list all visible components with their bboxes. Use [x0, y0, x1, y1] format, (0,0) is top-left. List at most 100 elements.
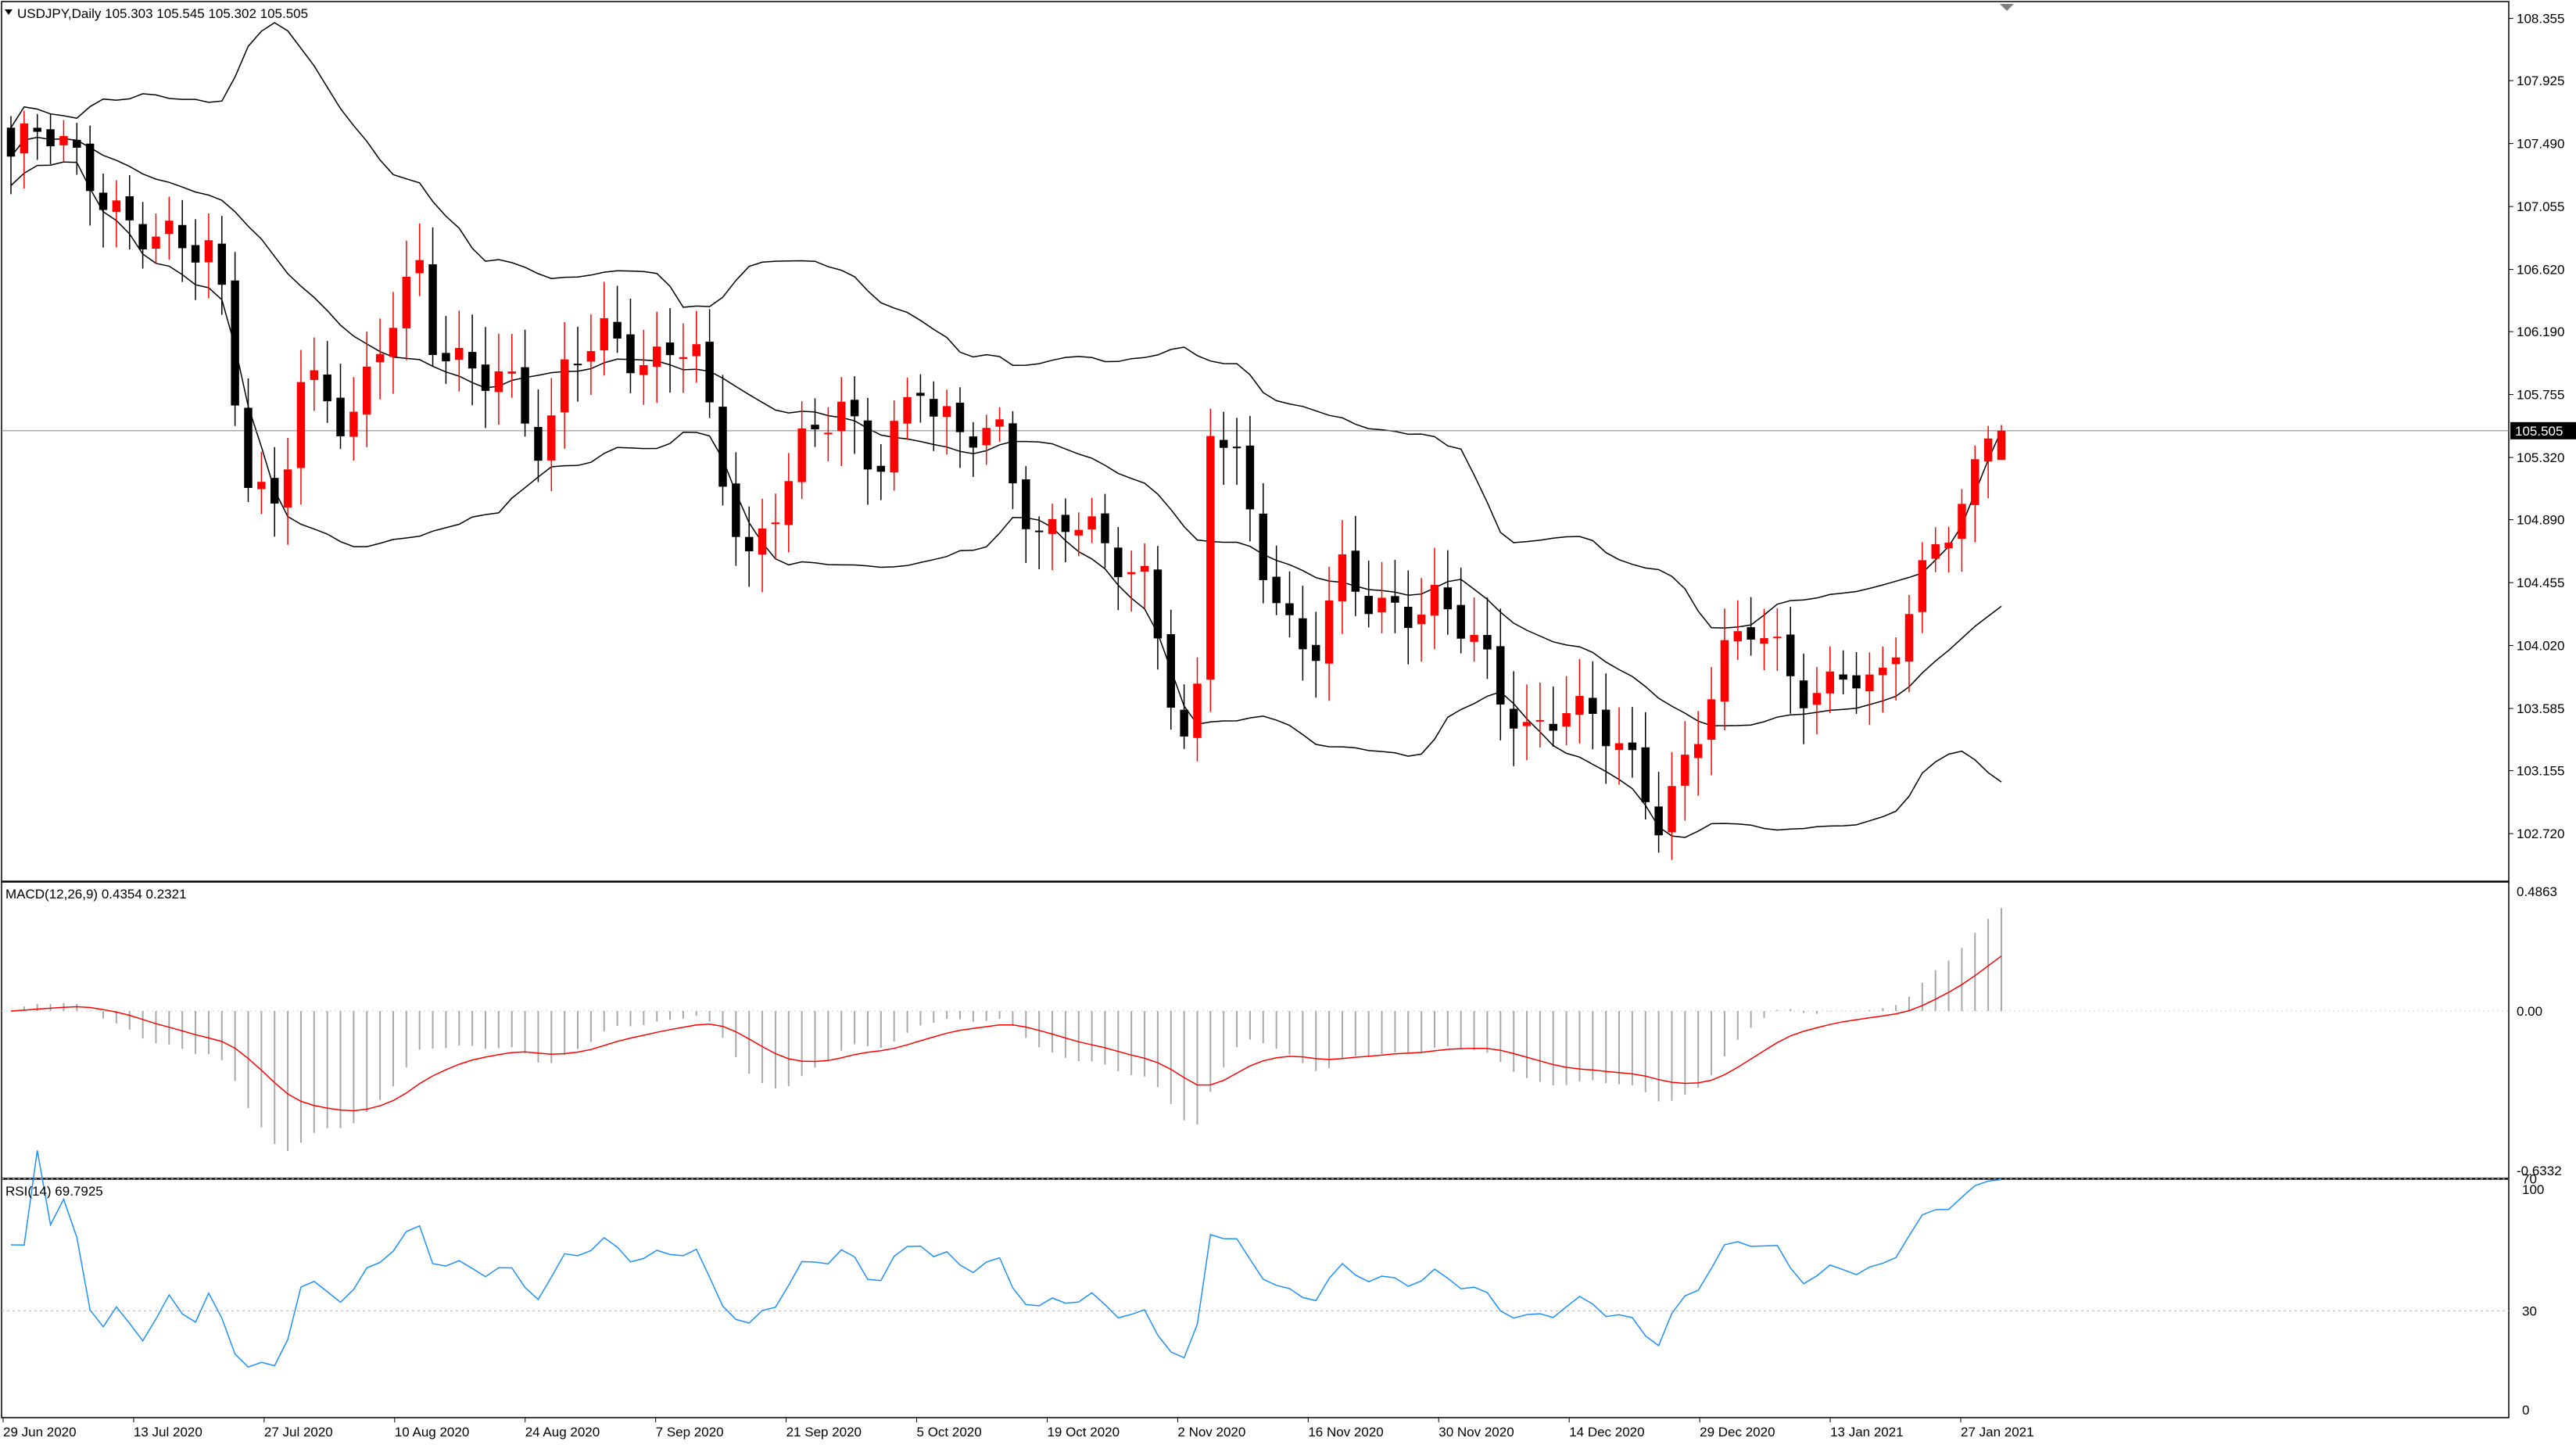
candle-body[interactable]	[1944, 543, 1953, 549]
candle-body[interactable]	[415, 260, 424, 274]
candle-body[interactable]	[310, 370, 319, 380]
candle-body[interactable]	[468, 352, 477, 369]
candle-body[interactable]	[217, 243, 227, 285]
candle-body[interactable]	[1614, 743, 1624, 750]
candle-body[interactable]	[125, 196, 134, 221]
candle-body[interactable]	[1799, 680, 1808, 708]
candle-body[interactable]	[1958, 504, 1966, 540]
candle-body[interactable]	[1285, 603, 1294, 615]
candle-body[interactable]	[758, 528, 767, 555]
chart-shift-marker-icon[interactable]	[2000, 4, 2014, 11]
candle-body[interactable]	[1470, 635, 1478, 642]
candle-body[interactable]	[1206, 436, 1215, 680]
candle-body[interactable]	[389, 328, 398, 357]
candle-body[interactable]	[1681, 755, 1689, 786]
candle-body[interactable]	[547, 415, 556, 461]
candle-body[interactable]	[1299, 618, 1307, 650]
candle-body[interactable]	[586, 351, 596, 362]
candle-body[interactable]	[231, 280, 239, 406]
candle-body[interactable]	[1074, 529, 1083, 536]
candle-body[interactable]	[481, 364, 490, 391]
candle-body[interactable]	[402, 276, 411, 328]
candle-body[interactable]	[6, 127, 16, 157]
candle-body[interactable]	[1733, 631, 1743, 642]
candle-body[interactable]	[1338, 554, 1347, 601]
candle-body[interactable]	[1720, 640, 1729, 702]
candle-body[interactable]	[930, 399, 938, 417]
candle-body[interactable]	[665, 342, 675, 356]
candle-body[interactable]	[73, 139, 81, 148]
candle-body[interactable]	[718, 407, 727, 487]
candle-body[interactable]	[1219, 439, 1228, 448]
candle-body[interactable]	[1879, 667, 1887, 676]
candle-body[interactable]	[640, 364, 648, 375]
candle-body[interactable]	[1707, 699, 1716, 740]
candle-body[interactable]	[1825, 671, 1835, 694]
candle-body[interactable]	[1404, 607, 1413, 629]
candle-body[interactable]	[204, 240, 213, 263]
candle-body[interactable]	[876, 465, 886, 472]
candle-body[interactable]	[165, 221, 174, 235]
candle-body[interactable]	[995, 419, 1004, 427]
candle-body[interactable]	[85, 143, 95, 192]
candle-body[interactable]	[270, 478, 279, 504]
candle-body[interactable]	[1535, 719, 1545, 722]
candle-body[interactable]	[1786, 634, 1795, 676]
candle-body[interactable]	[1034, 530, 1044, 532]
candle-body[interactable]	[336, 397, 345, 436]
candle-body[interactable]	[59, 135, 68, 145]
candle-body[interactable]	[573, 364, 582, 366]
candle-body[interactable]	[626, 334, 635, 374]
candle-body[interactable]	[824, 432, 833, 435]
candle-body[interactable]	[1114, 547, 1123, 578]
candle-body[interactable]	[349, 411, 358, 437]
candle-body[interactable]	[1668, 786, 1676, 833]
candle-body[interactable]	[890, 421, 898, 473]
candle-body[interactable]	[1193, 683, 1202, 738]
candle-body[interactable]	[1654, 806, 1663, 836]
candle-body[interactable]	[428, 264, 437, 356]
candle-body[interactable]	[46, 129, 55, 147]
candle-body[interactable]	[138, 224, 147, 249]
candle-body[interactable]	[863, 420, 872, 470]
candle-body[interactable]	[1259, 513, 1268, 580]
candle-body[interactable]	[969, 436, 978, 448]
candle-body[interactable]	[1364, 596, 1373, 615]
candle-body[interactable]	[1456, 604, 1465, 639]
candle-body[interactable]	[560, 359, 569, 413]
candle-body[interactable]	[1918, 560, 1927, 612]
candle-body[interactable]	[323, 374, 331, 402]
candle-body[interactable]	[152, 236, 160, 249]
candle-body[interactable]	[1009, 423, 1017, 484]
candle-body[interactable]	[1931, 544, 1940, 559]
candle-body[interactable]	[1022, 479, 1030, 529]
candle-body[interactable]	[1601, 709, 1610, 747]
candle-body[interactable]	[521, 367, 529, 424]
candle-body[interactable]	[375, 353, 385, 363]
candle-body[interactable]	[1760, 638, 1768, 644]
candle-body[interactable]	[1983, 438, 1993, 462]
candle-body[interactable]	[1378, 597, 1386, 612]
candle-body[interactable]	[534, 427, 543, 461]
candle-body[interactable]	[1127, 572, 1136, 575]
candle-body[interactable]	[1232, 446, 1241, 449]
candle-body[interactable]	[1852, 675, 1861, 689]
candle-body[interactable]	[1549, 723, 1557, 731]
candle-body[interactable]	[955, 402, 965, 432]
candle-body[interactable]	[1509, 708, 1518, 729]
candle-body[interactable]	[1522, 722, 1532, 726]
candle-body[interactable]	[33, 127, 41, 132]
candle-body[interactable]	[1087, 516, 1096, 530]
candle-body[interactable]	[811, 425, 819, 430]
candle-body[interactable]	[1971, 459, 1979, 505]
candle-body[interactable]	[942, 406, 951, 418]
candle-body[interactable]	[850, 400, 859, 417]
candle-body[interactable]	[507, 371, 516, 374]
candle-body[interactable]	[1904, 614, 1914, 662]
candle-body[interactable]	[1773, 636, 1782, 639]
candle-body[interactable]	[837, 401, 846, 432]
candle-body[interactable]	[1324, 600, 1334, 664]
candle-body[interactable]	[494, 371, 503, 393]
candle-body[interactable]	[613, 321, 622, 339]
candle-body[interactable]	[1140, 565, 1149, 572]
